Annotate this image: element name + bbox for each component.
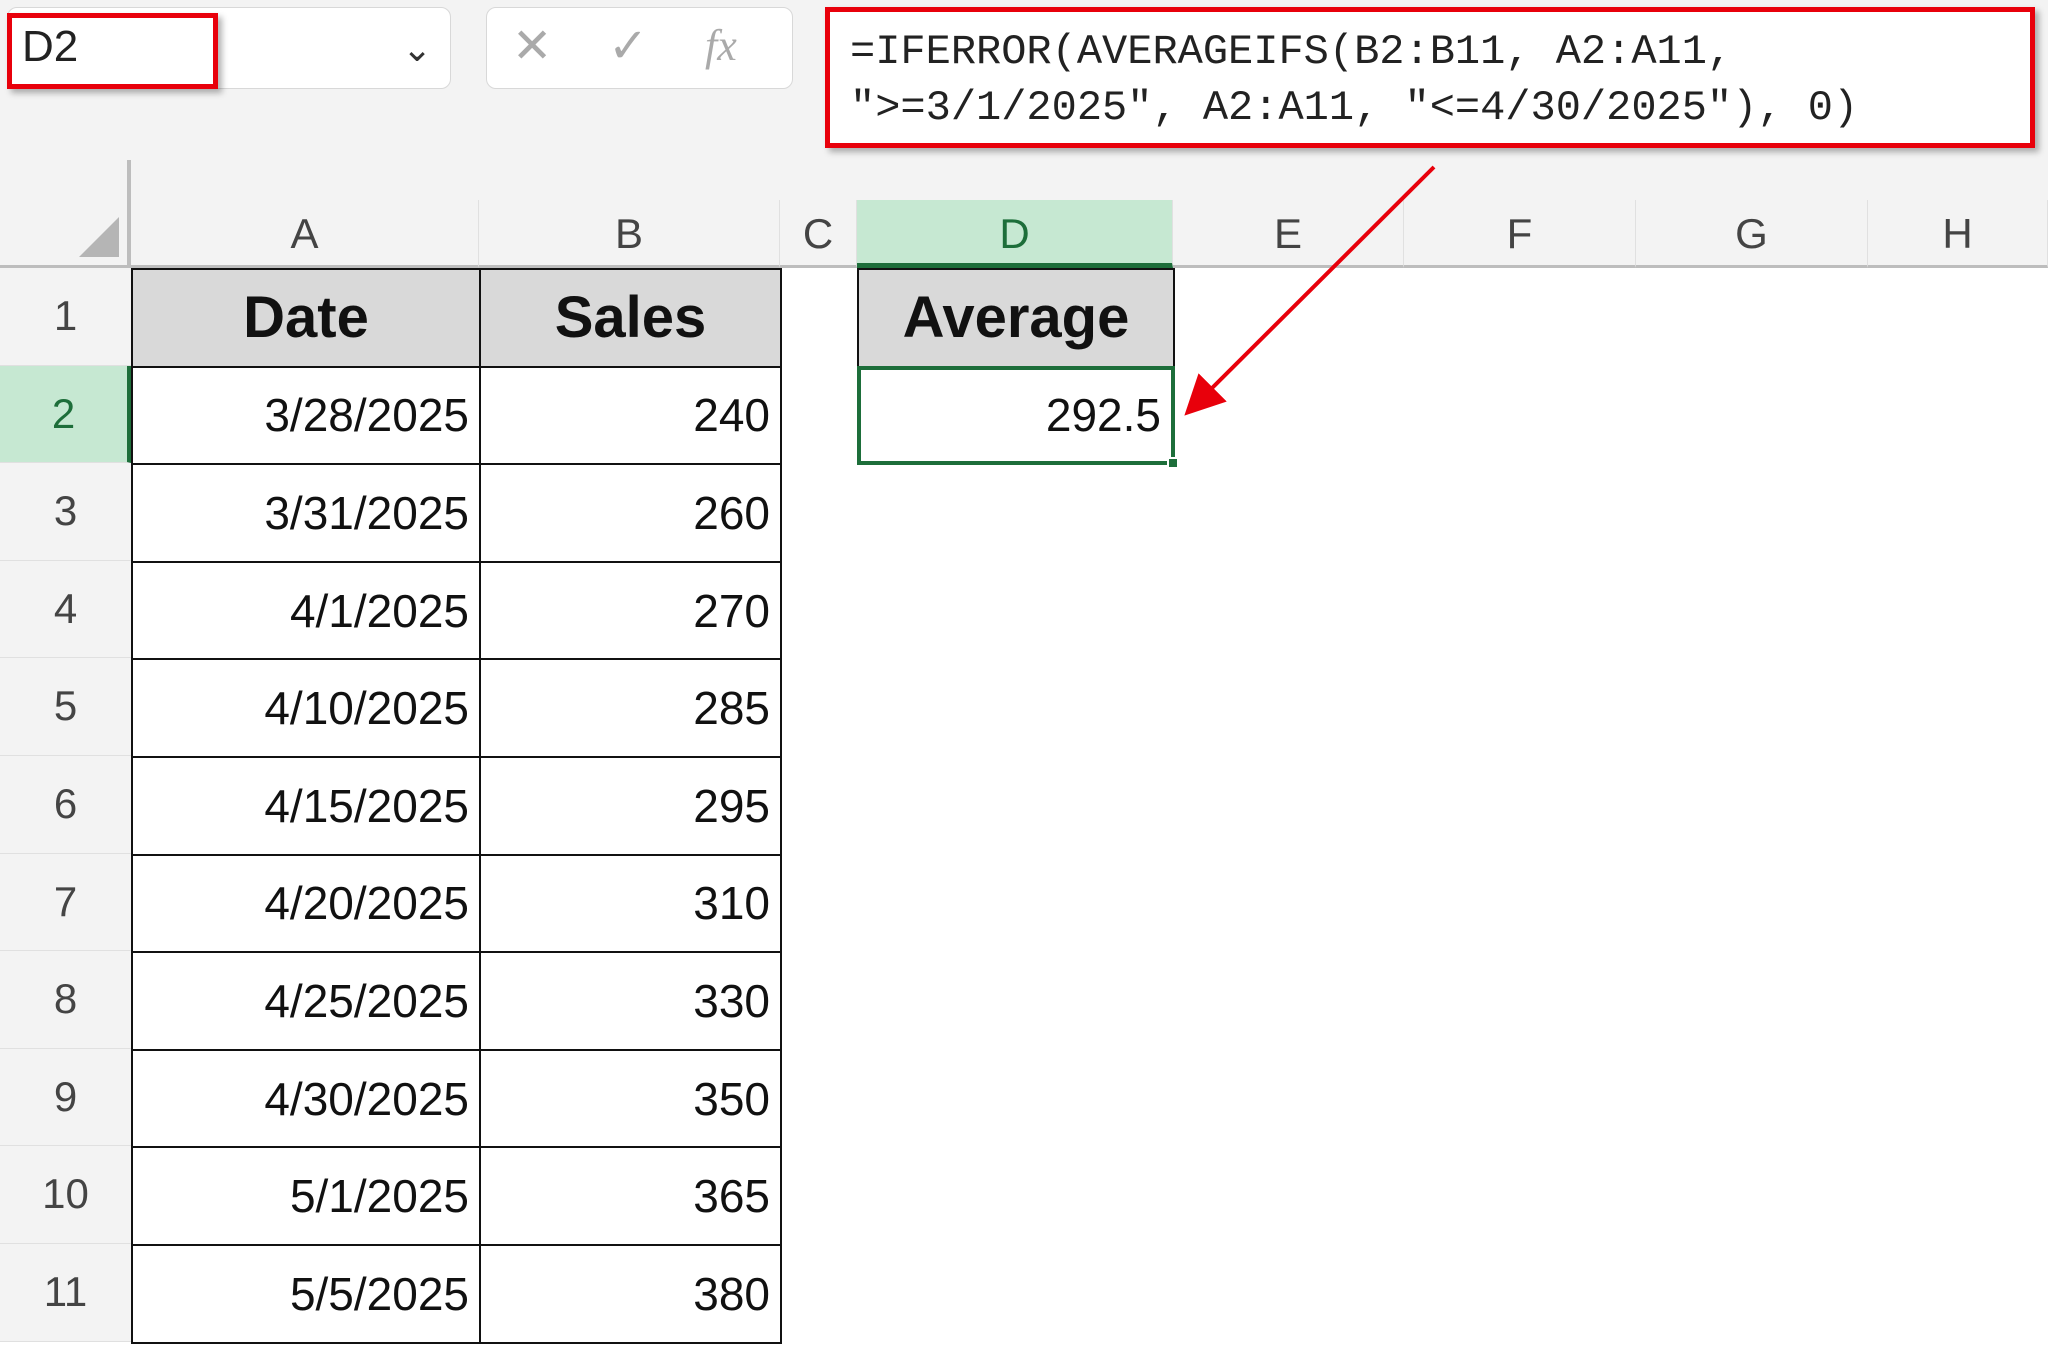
- row-header-10[interactable]: 10: [0, 1146, 131, 1244]
- formula-bar[interactable]: =IFERROR(AVERAGEIFS(B2:B11, A2:A11, ">=3/…: [825, 7, 2035, 148]
- column-header-h[interactable]: H: [1868, 200, 2048, 268]
- header-date[interactable]: Date: [131, 268, 481, 368]
- sales-cell[interactable]: 295: [479, 756, 782, 856]
- x-icon[interactable]: ✕: [512, 20, 553, 73]
- row-header-1[interactable]: 1: [0, 268, 131, 366]
- formula-line-1: =IFERROR(AVERAGEIFS(B2:B11, A2:A11,: [850, 28, 1733, 76]
- arrow-line: [1184, 165, 1436, 416]
- check-icon[interactable]: ✓: [608, 20, 649, 73]
- date-cell[interactable]: 4/15/2025: [131, 756, 481, 856]
- row-header-8[interactable]: 8: [0, 951, 131, 1049]
- row-header-2[interactable]: 2: [0, 365, 131, 464]
- row-header-7[interactable]: 7: [0, 853, 131, 952]
- header-sales[interactable]: Sales: [479, 268, 782, 368]
- row-header-9[interactable]: 9: [0, 1048, 131, 1147]
- name-box-highlight: [7, 13, 218, 89]
- fx-icon[interactable]: fx: [705, 21, 737, 70]
- worksheet-grid[interactable]: [0, 200, 2048, 1348]
- date-cell[interactable]: 5/5/2025: [131, 1244, 481, 1344]
- select-all-triangle-icon: [79, 217, 119, 257]
- column-header-a[interactable]: A: [131, 200, 479, 268]
- column-header-g[interactable]: G: [1636, 200, 1868, 268]
- formula-buttons: [486, 7, 793, 89]
- fill-handle[interactable]: [1167, 457, 1179, 469]
- row-header-6[interactable]: 6: [0, 756, 131, 854]
- sales-cell[interactable]: 380: [479, 1244, 782, 1344]
- name-box-value: D2: [22, 22, 79, 71]
- column-header-b[interactable]: B: [479, 200, 780, 268]
- column-header-f[interactable]: F: [1404, 200, 1636, 268]
- row-header-11[interactable]: 11: [0, 1244, 131, 1342]
- select-all-corner[interactable]: [0, 160, 131, 268]
- row-header-3[interactable]: 3: [0, 463, 131, 561]
- column-header-c[interactable]: C: [780, 200, 857, 268]
- column-header-d[interactable]: D: [857, 200, 1173, 268]
- row-header-5[interactable]: 5: [0, 658, 131, 756]
- row-header-4[interactable]: 4: [0, 560, 131, 659]
- chevron-down-icon[interactable]: ⌄: [402, 28, 433, 69]
- formula-line-2: ">=3/1/2025", A2:A11, "<=4/30/2025"), 0): [850, 84, 1859, 132]
- name-box[interactable]: [7, 7, 451, 89]
- average-cell-d2[interactable]: 292.5: [857, 365, 1175, 466]
